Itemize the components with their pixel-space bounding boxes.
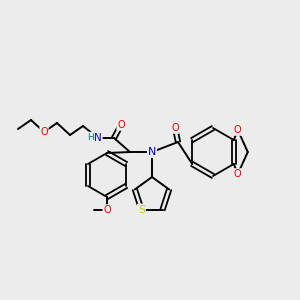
Text: O: O — [117, 120, 125, 130]
Text: S: S — [138, 205, 145, 214]
Text: O: O — [234, 169, 242, 179]
Text: O: O — [40, 127, 48, 137]
Text: N: N — [94, 133, 102, 143]
Text: O: O — [171, 123, 179, 133]
Text: O: O — [103, 205, 111, 215]
Text: H: H — [88, 133, 94, 142]
Text: N: N — [148, 147, 156, 157]
Text: O: O — [234, 125, 242, 135]
